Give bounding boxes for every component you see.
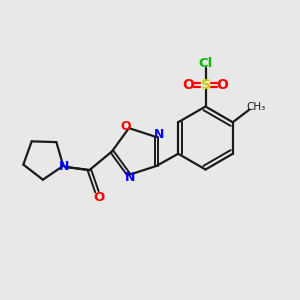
Text: Cl: Cl (198, 57, 213, 70)
Text: CH₃: CH₃ (246, 102, 266, 112)
Text: N: N (125, 171, 136, 184)
Text: O: O (120, 120, 130, 133)
Text: N: N (154, 128, 165, 141)
Text: O: O (182, 78, 194, 92)
Text: S: S (200, 78, 211, 92)
Text: O: O (217, 78, 229, 92)
Text: N: N (59, 160, 69, 173)
Text: O: O (93, 191, 104, 204)
